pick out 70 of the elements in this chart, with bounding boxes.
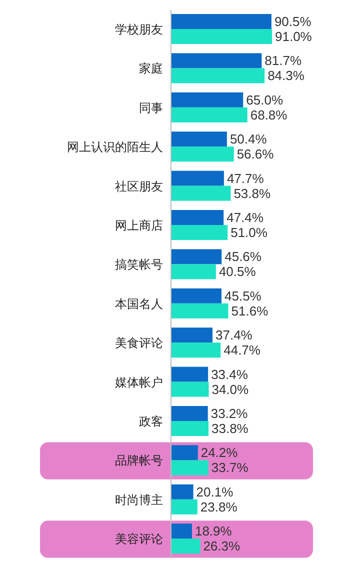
- bar: [171, 225, 228, 240]
- bar: [171, 249, 222, 264]
- bar: [171, 460, 208, 476]
- bar: [171, 342, 221, 358]
- data-label: 47.4%: [226, 210, 264, 225]
- y-tick-label: 网上认识的陌生人: [67, 140, 163, 154]
- bar: [171, 303, 228, 318]
- bar: [171, 538, 200, 554]
- bar: [171, 107, 248, 122]
- data-label: 33.4%: [211, 366, 248, 382]
- y-tick-label: 时尚博主: [115, 492, 163, 507]
- data-label: 53.8%: [234, 186, 272, 201]
- data-label: 24.2%: [200, 445, 238, 460]
- bar: [171, 92, 244, 108]
- data-label: 45.5%: [224, 288, 262, 304]
- bar: [171, 132, 227, 147]
- bar: [171, 328, 213, 343]
- y-tick-label: 搞笑帐号: [115, 258, 163, 272]
- bar: [171, 170, 224, 186]
- data-label: 90.5%: [274, 14, 312, 29]
- data-label: 40.5%: [218, 264, 256, 280]
- y-tick-label: 家庭: [139, 62, 163, 76]
- data-label: 51.0%: [230, 225, 268, 240]
- data-label: 33.7%: [211, 460, 249, 476]
- data-label: 33.2%: [210, 406, 248, 421]
- data-label: 65.0%: [246, 92, 284, 108]
- bar: [171, 524, 192, 539]
- data-label: 18.9%: [194, 524, 232, 539]
- y-tick-label: 学校朋友: [115, 22, 163, 36]
- bar: [171, 264, 216, 280]
- bar: [171, 445, 198, 460]
- bar: [171, 68, 265, 84]
- data-label: 51.6%: [231, 303, 269, 318]
- y-tick-label: 品牌帐号: [115, 454, 163, 468]
- bar: [171, 421, 209, 436]
- data-label: 20.1%: [196, 484, 234, 500]
- data-label: 44.7%: [224, 342, 261, 358]
- bar: [171, 288, 222, 304]
- bar: [171, 210, 224, 225]
- bar: [171, 382, 209, 397]
- bar: [171, 53, 262, 68]
- bar: [171, 484, 194, 500]
- data-label: 26.3%: [203, 538, 240, 554]
- data-label: 81.7%: [264, 53, 302, 68]
- data-label: 47.7%: [226, 170, 264, 186]
- y-tick-label: 美食评论: [115, 336, 163, 350]
- data-label: 37.4%: [216, 328, 253, 343]
- y-tick-label: 媒体帐户: [115, 375, 163, 390]
- data-label: 68.8%: [250, 107, 288, 122]
- bar: [171, 406, 208, 421]
- bar: [171, 499, 198, 514]
- data-label: 33.8%: [212, 421, 249, 436]
- data-label: 34.0%: [212, 382, 250, 397]
- data-label: 23.8%: [200, 499, 238, 514]
- data-label: 45.6%: [224, 249, 262, 264]
- bar: [171, 366, 208, 382]
- data-label: 91.0%: [275, 29, 312, 44]
- y-tick-label: 同事: [139, 100, 163, 115]
- y-tick-label: 网上商店: [115, 218, 163, 232]
- y-tick-label: 本国名人: [115, 296, 163, 311]
- y-tick-label: 社区朋友: [115, 179, 163, 194]
- bar: [171, 186, 231, 201]
- y-tick-label: 政客: [139, 414, 163, 428]
- y-tick-label: 美容评论: [115, 532, 163, 546]
- bar: [171, 146, 234, 162]
- data-label: 50.4%: [230, 132, 268, 147]
- data-label: 56.6%: [236, 146, 274, 162]
- data-label: 84.3%: [268, 68, 305, 84]
- bar: [171, 14, 272, 29]
- bar: [171, 29, 272, 44]
